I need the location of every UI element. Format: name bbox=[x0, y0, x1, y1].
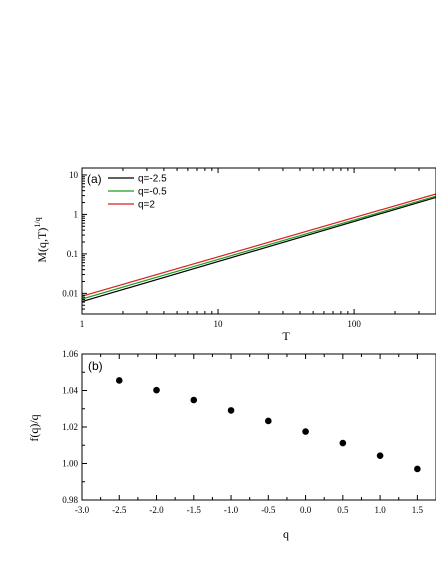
panel-b-x-tick-label: -2.5 bbox=[112, 505, 127, 515]
panel-b-data-point bbox=[376, 452, 384, 459]
panel-a-y-tick-label: 1 bbox=[74, 209, 79, 219]
panel-a-series-line bbox=[81, 193, 436, 297]
panel-a-y-tick-label: 0.1 bbox=[67, 249, 78, 259]
panel-a-frame bbox=[81, 167, 436, 315]
panel-b-y-tick-label: 1.06 bbox=[62, 349, 78, 359]
panel-a-y-axis-title-base: M(q,T) bbox=[35, 228, 49, 263]
panel-a-plot-area bbox=[81, 193, 436, 303]
panel-b-y-tick-label: 1.02 bbox=[62, 422, 78, 432]
panel-b-axes: -3.0 -2.5 -2.0 -1.5 -1.0 -0.5 0.0 0.5 1.0 1.5 0.98… bbox=[62, 349, 436, 515]
panel-b-x-tick-label: -1.0 bbox=[224, 505, 239, 515]
panel-b-y-tick-label: 0.98 bbox=[62, 495, 78, 505]
panel-a-y-tick-label: 10 bbox=[69, 170, 79, 180]
panel-a-x-axis-title: T bbox=[282, 329, 290, 343]
panel-b-label: (b) bbox=[88, 359, 103, 373]
panel-a-legend: q=-2.5 q=-0.5 q=2 bbox=[108, 174, 167, 211]
panel-a-axes: 1 10 100 0.01 0.1 1 10 bbox=[62, 168, 436, 329]
panel-b-data-point bbox=[302, 428, 309, 435]
panel-b-y-axis-title: f(q)/q bbox=[27, 414, 41, 441]
panel-b-y-tick-label: 1.04 bbox=[62, 386, 78, 396]
panel-b-data-point bbox=[339, 439, 347, 447]
panel-a-x-tick-label: 1 bbox=[80, 319, 85, 329]
panel-a-series-line bbox=[81, 195, 436, 300]
panel-b-chart: -3.0 -2.5 -2.0 -1.5 -1.0 -0.5 0.0 0.5 1.0 1.5 0.98… bbox=[27, 349, 436, 541]
panel-a-series-line bbox=[81, 196, 436, 303]
panel-b-data-point bbox=[414, 465, 421, 473]
panel-b-x-tick-label: 1.5 bbox=[412, 505, 424, 515]
panel-b-frame bbox=[81, 353, 436, 501]
panel-b-plot-area bbox=[115, 377, 421, 473]
panel-b-data-point bbox=[265, 417, 272, 425]
panel-a-x-tick-label: 10 bbox=[214, 319, 224, 329]
panel-a-legend-label: q=-2.5 bbox=[138, 174, 167, 185]
panel-a-legend-label: q=2 bbox=[138, 200, 155, 211]
panel-b-x-tick-label: 1.0 bbox=[374, 505, 386, 515]
panel-b-data-point bbox=[227, 407, 235, 414]
panel-a-y-tick-label: 0.01 bbox=[62, 288, 78, 298]
panel-b-x-tick-label: -0.5 bbox=[261, 505, 276, 515]
panel-a-label: (a) bbox=[87, 172, 102, 186]
panel-b-data-point bbox=[190, 396, 198, 404]
panel-a-y-axis-title: M(q,T)1/q bbox=[33, 217, 49, 262]
panel-b-y-tick-label: 1.00 bbox=[62, 459, 78, 469]
panel-b-data-point bbox=[115, 377, 123, 384]
panel-b-x-tick-label: -1.5 bbox=[187, 505, 202, 515]
panel-a-y-axis-title-superscript: 1/q bbox=[33, 217, 42, 227]
panel-a-legend-label: q=-0.5 bbox=[138, 187, 167, 198]
panel-b-x-tick-label: 0.5 bbox=[337, 505, 349, 515]
panel-b-x-axis-title: q bbox=[283, 527, 289, 541]
panel-b-x-tick-label: -3.0 bbox=[75, 505, 90, 515]
panel-b-x-tick-label: -2.0 bbox=[149, 505, 164, 515]
panel-b-data-point bbox=[153, 386, 160, 394]
panel-a-x-tick-label: 100 bbox=[347, 319, 361, 329]
svg-text:M(q,T)1/q: M(q,T)1/q bbox=[33, 217, 49, 262]
panel-b-x-tick-label: 0.0 bbox=[300, 505, 312, 515]
